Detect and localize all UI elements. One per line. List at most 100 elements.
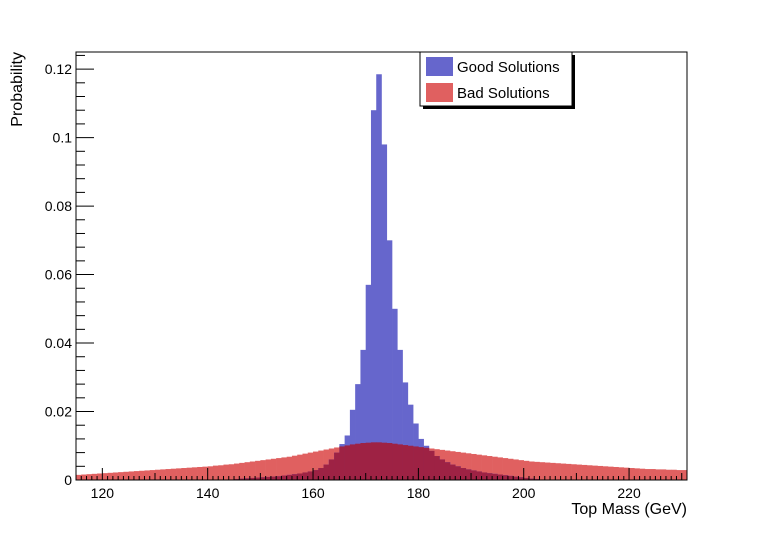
bad-solutions-bar (576, 464, 582, 480)
bad-solutions-bar (270, 458, 277, 480)
bad-solutions-bar (313, 451, 319, 480)
x-tick-label: 200 (512, 485, 536, 501)
bad-solutions-bar (81, 474, 87, 480)
y-axis-title: Probability (9, 52, 26, 127)
bad-solutions-bar (107, 472, 114, 480)
bad-solutions-bar (170, 468, 177, 480)
bad-solutions-bar (602, 466, 609, 480)
overlap-bar (386, 443, 393, 480)
x-tick-label: 120 (91, 485, 115, 501)
bad-solutions-bar (207, 466, 214, 480)
y-tick-label: 0.08 (45, 198, 72, 214)
bad-solutions-bar (218, 465, 224, 480)
overlap-bar (513, 476, 519, 480)
bad-solutions-bar (681, 470, 688, 480)
overlap-bar (507, 475, 514, 480)
bad-solutions-bar (471, 453, 477, 480)
bad-solutions-bar (655, 469, 661, 480)
good-solutions-bar (376, 74, 382, 481)
bad-solutions-bar (592, 465, 598, 480)
bad-solutions-bar (455, 451, 461, 480)
good-solutions-bar (407, 404, 414, 480)
bad-solutions-bar (492, 456, 498, 480)
overlap-bar (302, 472, 309, 480)
bad-solutions-bar (644, 469, 651, 480)
good-solutions-bar (355, 384, 361, 480)
bad-solutions-bar (265, 459, 272, 480)
bad-solutions-bar (128, 471, 135, 480)
overlap-bar (328, 459, 335, 480)
overlap-bar (239, 478, 245, 480)
bad-solutions-bar (191, 467, 198, 480)
good-solutions-bar (370, 110, 377, 480)
bad-solutions-bar (607, 466, 614, 480)
overlap-bar (381, 442, 388, 480)
overlap-bar (502, 475, 509, 480)
overlap-bar (407, 445, 414, 480)
bad-solutions-bar (286, 456, 293, 480)
overlap-bar (523, 477, 530, 480)
overlap-bar (402, 445, 409, 480)
good-solutions-bar (381, 144, 388, 480)
bad-solutions-bar (97, 473, 103, 480)
bad-solutions-bar (665, 469, 672, 480)
bad-solutions-bar (481, 455, 488, 480)
legend: Good Solutions Bad Solutions (419, 51, 575, 109)
bad-solutions-bar (639, 468, 646, 480)
bad-solutions-bar (118, 472, 124, 480)
overlap-bar (413, 446, 419, 480)
bad-solutions-bar (202, 466, 208, 480)
overlap-bar (307, 471, 314, 480)
x-tick-label: 160 (301, 485, 325, 501)
overlap-bar (534, 478, 540, 480)
bad-solutions-bar (460, 452, 467, 480)
bad-solutions-bar (186, 467, 193, 480)
legend-swatch-good-solutions (426, 57, 453, 76)
x-tick-label: 140 (196, 485, 220, 501)
overlap-bar (344, 445, 351, 480)
overlap-bar (434, 456, 440, 480)
overlap-bar (497, 474, 503, 480)
overlap-bar (297, 473, 303, 480)
overlap-bar (349, 444, 356, 480)
bad-solutions-bar (318, 450, 324, 480)
y-tick-label: 0.1 (53, 130, 73, 146)
bad-solutions-bar (260, 460, 266, 480)
bad-solutions-bar (586, 465, 593, 480)
overlap-bar (528, 478, 535, 480)
overlap-bar (418, 447, 424, 480)
bad-solutions-bar (297, 454, 303, 480)
legend-label-good-solutions: Good Solutions (457, 59, 560, 76)
bad-solutions-bar (234, 463, 240, 480)
overlap-bar (370, 442, 377, 480)
bad-solutions-bar (502, 458, 509, 480)
overlap-bar (481, 472, 488, 480)
overlap-bar (397, 444, 403, 480)
bad-solutions-bar (223, 464, 230, 480)
bad-solutions-bar (513, 459, 519, 480)
bad-solutions-bar (307, 452, 314, 480)
bad-solutions-bar (660, 469, 667, 480)
bad-solutions-bar (650, 469, 656, 480)
y-tick-label: 0.02 (45, 404, 72, 420)
bad-solutions-bar (571, 464, 577, 480)
bad-solutions-bar (550, 462, 556, 480)
overlap-bar (339, 446, 345, 480)
bad-solutions-bar (676, 470, 683, 480)
bad-solutions-bar (555, 463, 561, 480)
legend-swatch-bad-solutions (426, 83, 453, 102)
bad-solutions-bar (613, 466, 619, 480)
bad-solutions-bar (160, 469, 166, 480)
bad-solutions-bar (255, 460, 261, 480)
overlap-bar (286, 474, 293, 480)
overlap-bar (334, 452, 340, 480)
bad-solutions-bar (76, 474, 82, 480)
bad-solutions-bar (86, 474, 93, 480)
overlap-bar (376, 442, 382, 480)
good-solutions-bar (402, 382, 409, 480)
overlap-bar (360, 443, 366, 480)
bad-solutions-bar (486, 456, 493, 480)
bad-solutions-bar (476, 454, 482, 480)
y-axis-ticks: 0 0.02 0.04 0.06 0.08 0.1 0.12 (45, 54, 94, 488)
overlap-bar (444, 462, 451, 480)
